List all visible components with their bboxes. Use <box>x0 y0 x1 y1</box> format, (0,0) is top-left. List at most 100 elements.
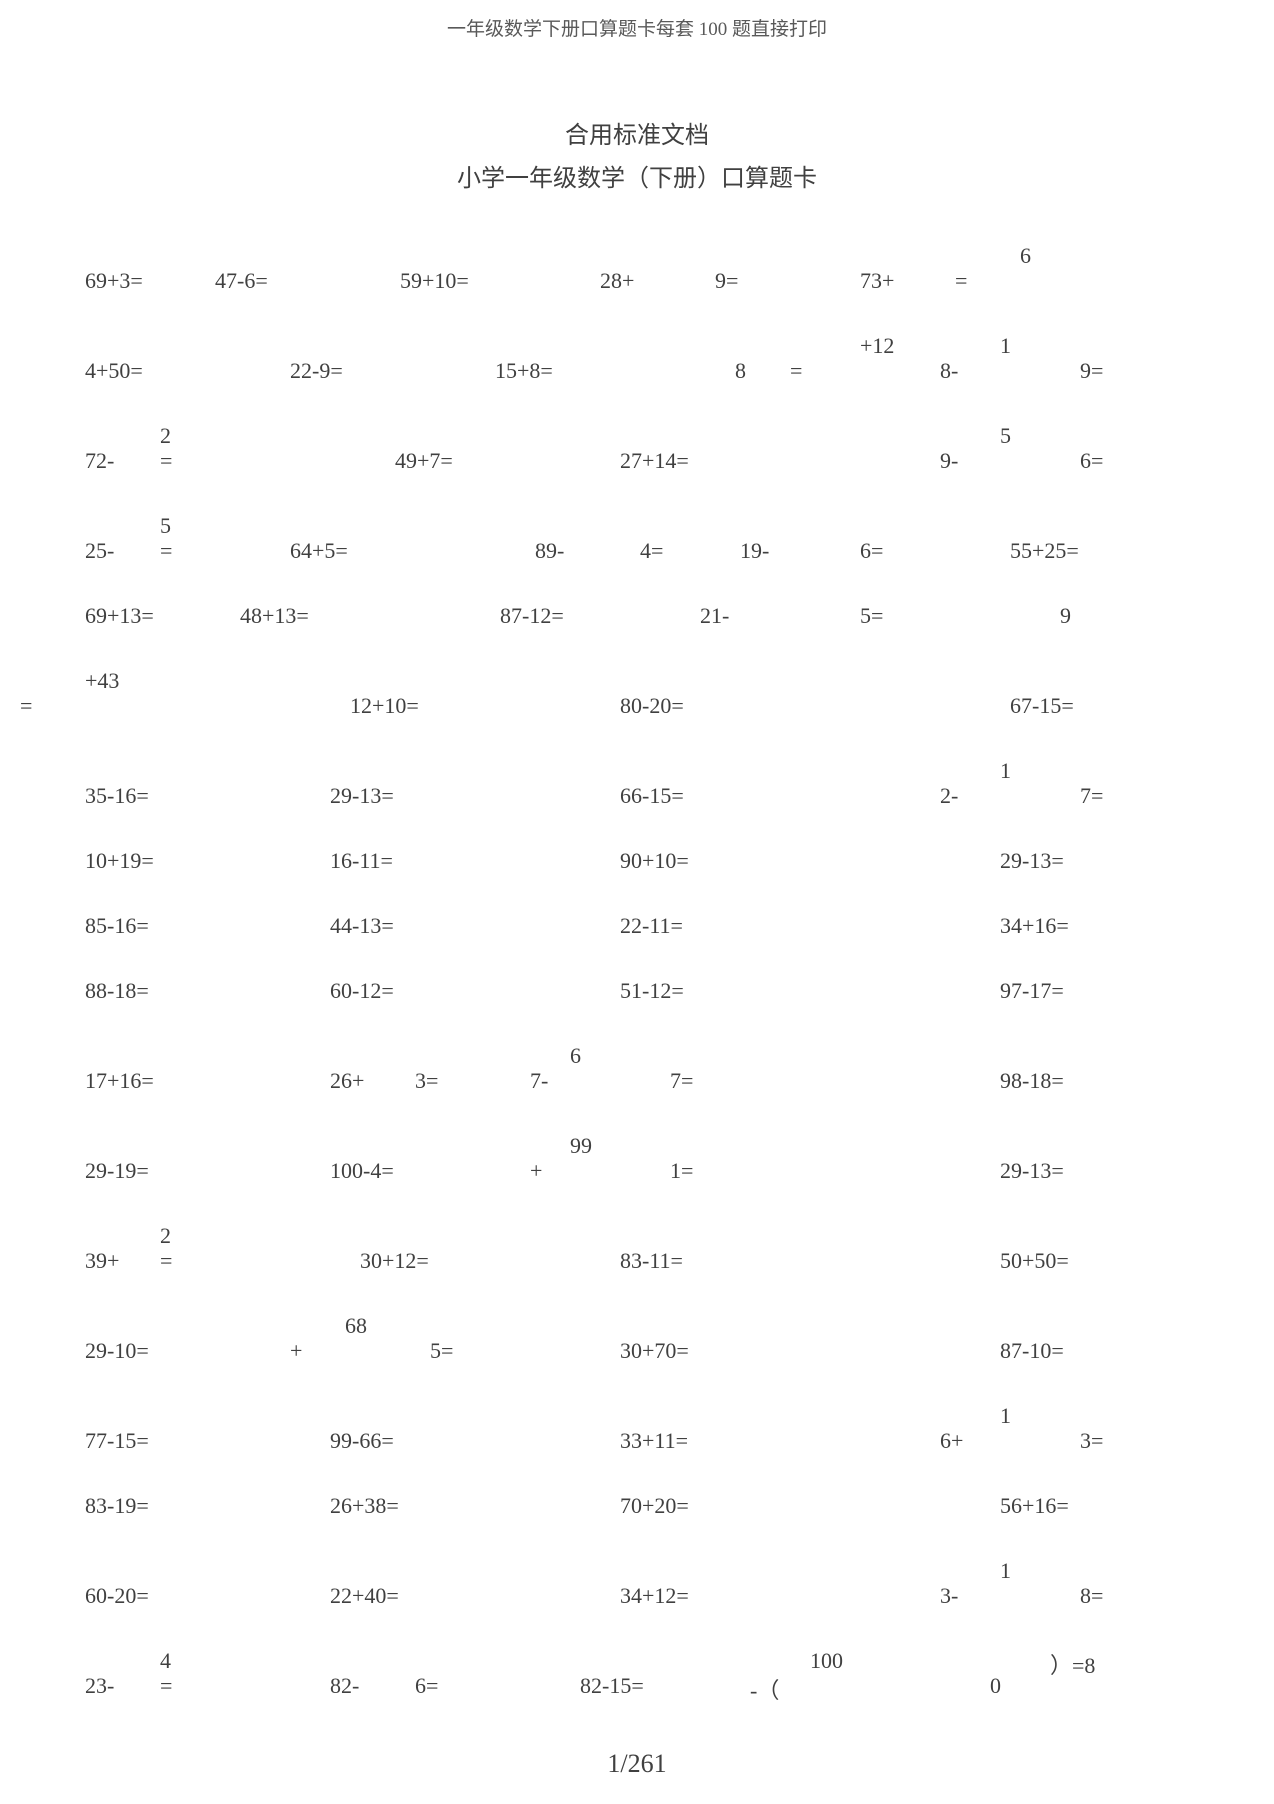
problem-cell: 30+12= <box>360 1248 429 1274</box>
problem-cell: ）=8 <box>1050 1648 1095 1680</box>
problem-cell: 16-11= <box>330 848 393 874</box>
problem-cell: 70+20= <box>620 1493 689 1519</box>
problem-cell: 5 <box>160 513 171 539</box>
problem-cell: 2 <box>160 423 171 449</box>
problem-cell: 82- <box>330 1673 359 1699</box>
problem-cell: 4= <box>640 538 663 564</box>
problem-cell: 9- <box>940 448 958 474</box>
problem-cell: 3= <box>415 1068 438 1094</box>
problem-cell: 50+50= <box>1000 1248 1069 1274</box>
problem-cell: 25- <box>85 538 114 564</box>
problem-cell: 100 <box>810 1648 843 1674</box>
problem-cell: 100-4= <box>330 1158 394 1184</box>
problem-cell: 23- <box>85 1673 114 1699</box>
problem-cell: = <box>160 1673 172 1699</box>
problem-cell: 68 <box>345 1313 367 1339</box>
problem-cell: + <box>530 1158 542 1184</box>
problems-area: 669+3=47-6=59+10=28+9=73+=+1214+50=22-9=… <box>0 233 1274 1733</box>
problem-cell: 26+38= <box>330 1493 399 1519</box>
problem-cell: 6= <box>415 1673 438 1699</box>
problem-cell: 49+7= <box>395 448 453 474</box>
problem-cell: 5= <box>860 603 883 629</box>
problem-cell: 5 <box>1000 423 1011 449</box>
problem-cell: 8= <box>1080 1583 1103 1609</box>
problem-cell: 1 <box>1000 1558 1011 1584</box>
problem-cell: = <box>160 1248 172 1274</box>
problem-cell: 99-66= <box>330 1428 394 1454</box>
problem-cell: 72- <box>85 448 114 474</box>
doc-title: 合用标准文档 <box>0 115 1274 150</box>
problem-cell: 29-13= <box>1000 848 1064 874</box>
problem-cell: 22-11= <box>620 913 683 939</box>
problem-cell: 80-20= <box>620 693 684 719</box>
problem-cell: 4 <box>160 1648 171 1674</box>
problem-cell: 28+ <box>600 268 634 294</box>
problem-cell: 60-20= <box>85 1583 149 1609</box>
problem-cell: 29-13= <box>330 783 394 809</box>
problem-cell: 34+12= <box>620 1583 689 1609</box>
problem-cell: 21- <box>700 603 729 629</box>
problem-cell: 85-16= <box>85 913 149 939</box>
problem-cell: 27+14= <box>620 448 689 474</box>
problem-cell: 7= <box>670 1068 693 1094</box>
problem-cell: 98-18= <box>1000 1068 1064 1094</box>
problem-cell: = <box>790 358 802 384</box>
problem-cell: 83-19= <box>85 1493 149 1519</box>
problem-cell: 55+25= <box>1010 538 1079 564</box>
problem-cell: 2 <box>160 1223 171 1249</box>
problem-cell: 6= <box>860 538 883 564</box>
problem-cell: 9 <box>1060 603 1071 629</box>
problem-cell: 19- <box>740 538 769 564</box>
problem-cell: 15+8= <box>495 358 553 384</box>
problem-cell: 6 <box>570 1043 581 1069</box>
problem-cell: 6 <box>1020 243 1031 269</box>
problem-cell: 1 <box>1000 333 1011 359</box>
problem-cell: 48+13= <box>240 603 309 629</box>
problem-cell: 8 <box>735 358 746 384</box>
problem-cell: 33+11= <box>620 1428 688 1454</box>
problem-cell: -（ <box>750 1673 779 1705</box>
problem-cell: 1 <box>1000 1403 1011 1429</box>
problem-cell: 69+13= <box>85 603 154 629</box>
problem-cell: 44-13= <box>330 913 394 939</box>
problem-cell: 6= <box>1080 448 1103 474</box>
problem-cell: = <box>20 693 32 719</box>
problem-cell: 39+ <box>85 1248 119 1274</box>
problem-cell: = <box>955 268 967 294</box>
problem-cell: 22-9= <box>290 358 343 384</box>
problem-cell: 4+50= <box>85 358 143 384</box>
problem-cell: +43 <box>85 668 119 694</box>
problem-cell: 0 <box>990 1673 1001 1699</box>
problem-cell: 10+19= <box>85 848 154 874</box>
problem-cell: 12+10= <box>350 693 419 719</box>
problem-cell: = <box>160 448 172 474</box>
problem-cell: 97-17= <box>1000 978 1064 1004</box>
problem-cell: 1= <box>670 1158 693 1184</box>
problem-cell: 77-15= <box>85 1428 149 1454</box>
problem-cell: 5= <box>430 1338 453 1364</box>
problem-cell: 2- <box>940 783 958 809</box>
problem-cell: 87-12= <box>500 603 564 629</box>
doc-subtitle: 小学一年级数学（下册）口算题卡 <box>0 158 1274 193</box>
problem-cell: 82-15= <box>580 1673 644 1699</box>
problem-cell: 56+16= <box>1000 1493 1069 1519</box>
problem-cell: 90+10= <box>620 848 689 874</box>
problem-cell: 7- <box>530 1068 548 1094</box>
problem-cell: 1 <box>1000 758 1011 784</box>
problem-cell: + <box>290 1338 302 1364</box>
problem-cell: 60-12= <box>330 978 394 1004</box>
problem-cell: 17+16= <box>85 1068 154 1094</box>
problem-cell: 6+ <box>940 1428 963 1454</box>
problem-cell: = <box>160 538 172 564</box>
problem-cell: 59+10= <box>400 268 469 294</box>
problem-cell: 47-6= <box>215 268 268 294</box>
problem-cell: 67-15= <box>1010 693 1074 719</box>
problem-cell: 9= <box>715 268 738 294</box>
problem-cell: 30+70= <box>620 1338 689 1364</box>
problem-cell: 3= <box>1080 1428 1103 1454</box>
problem-cell: 69+3= <box>85 268 143 294</box>
problem-cell: 66-15= <box>620 783 684 809</box>
problem-cell: 26+ <box>330 1068 364 1094</box>
problem-cell: 89- <box>535 538 564 564</box>
problem-cell: 64+5= <box>290 538 348 564</box>
